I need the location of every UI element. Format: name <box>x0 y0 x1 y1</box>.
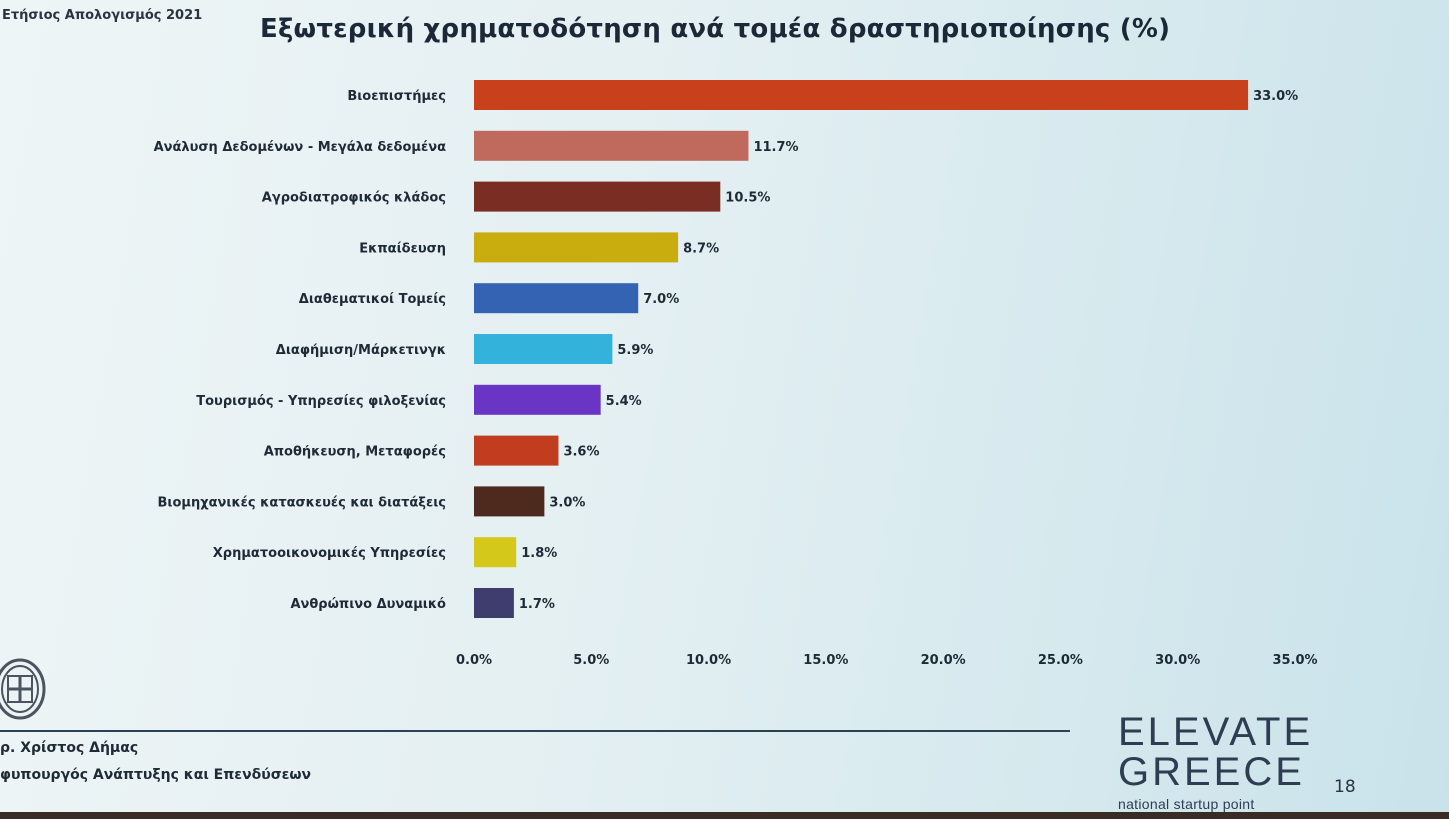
x-tick-label-3: 10.0% <box>686 653 731 668</box>
x-tick-label-4: 15.0% <box>803 653 848 668</box>
bar-2 <box>474 130 749 161</box>
report-label: Ετήσιος Απολογισμός 2021 <box>2 8 203 23</box>
category-label-10: Χρηματοοικονομικές Υπηρεσίες <box>213 546 446 561</box>
bar-11 <box>474 588 514 618</box>
category-label-1: Βιοεπιστήμες <box>347 89 446 104</box>
bar-9 <box>474 486 545 517</box>
bar-5 <box>474 283 639 314</box>
bar-10 <box>474 537 517 568</box>
x-tick-label-8: 35.0% <box>1272 653 1317 668</box>
page-number: 18 <box>1334 777 1356 797</box>
category-label-3: Αγροδιατροφικός κλάδος <box>262 191 446 206</box>
footer-divider <box>0 730 1070 732</box>
bar-3 <box>474 181 721 212</box>
elevate-greece-logo: ELEVATE GREECE national startup point <box>1118 710 1314 812</box>
greek-emblem-icon <box>0 658 46 720</box>
category-label-9: Βιομηχανικές κατασκευές και διατάξεις <box>157 495 446 510</box>
value-label-4: 8.7% <box>683 241 719 256</box>
bar-6 <box>474 334 613 364</box>
value-label-6: 5.9% <box>617 343 653 358</box>
minister-role: φυπουργός Ανάπτυξης και Επενδύσεων <box>0 767 312 783</box>
x-tick-label-5: 20.0% <box>921 653 966 668</box>
minister-name: ρ. Χρίστος Δήμας <box>0 740 139 756</box>
x-axis-ticks: 0.0% 5.0% 10.0% 15.0% 20.0% 25.0% 30.0% 35.0% <box>456 653 1318 668</box>
value-label-3: 10.5% <box>725 191 770 206</box>
value-label-10: 1.8% <box>521 546 557 561</box>
value-label-5: 7.0% <box>643 292 679 307</box>
value-labels: 33.0% 11.7% 10.5% 8.7% 7.0% 5.9% 5.4% 3.6% 3.0% 1… <box>519 89 1298 612</box>
x-tick-label-6: 25.0% <box>1038 653 1083 668</box>
category-label-11: Ανθρώπινο Δυναμικό <box>290 597 446 612</box>
bottom-strip <box>0 812 1449 819</box>
value-label-1: 33.0% <box>1253 89 1298 104</box>
logo-line-1: ELEVATE <box>1118 710 1314 754</box>
bar-1 <box>474 80 1249 110</box>
bar-8 <box>474 435 559 466</box>
category-label-8: Αποθήκευση, Μεταφορές <box>264 445 446 460</box>
bars-group <box>474 80 1249 618</box>
category-label-2: Ανάλυση Δεδομένων - Μεγάλα δεδομένα <box>154 140 447 155</box>
value-label-11: 1.7% <box>519 597 555 612</box>
logo-line-2: GREECE <box>1118 750 1305 794</box>
x-tick-label-2: 5.0% <box>573 653 609 668</box>
category-label-6: Διαφήμιση/Μάρκετινγκ <box>276 343 446 358</box>
value-label-2: 11.7% <box>753 140 798 155</box>
x-tick-label-1: 0.0% <box>456 653 492 668</box>
bar-7 <box>474 384 601 415</box>
chart-title: Εξωτερική χρηματοδότηση ανά τομέα δραστη… <box>260 14 1171 44</box>
bar-4 <box>474 232 679 263</box>
value-label-7: 5.4% <box>606 394 642 409</box>
bar-chart: Βιοεπιστήμες Ανάλυση Δεδομένων - Μεγάλα δ… <box>154 80 1318 668</box>
value-label-9: 3.0% <box>549 495 585 510</box>
value-label-8: 3.6% <box>563 445 599 460</box>
logo-tagline: national startup point <box>1118 796 1255 812</box>
category-label-5: Διαθεματικοί Τομείς <box>299 292 446 307</box>
category-label-7: Τουρισμός - Υπηρεσίες φιλοξενίας <box>196 394 446 409</box>
category-label-4: Εκπαίδευση <box>359 241 446 256</box>
x-tick-label-7: 30.0% <box>1155 653 1200 668</box>
category-labels: Βιοεπιστήμες Ανάλυση Δεδομένων - Μεγάλα δ… <box>154 89 447 612</box>
